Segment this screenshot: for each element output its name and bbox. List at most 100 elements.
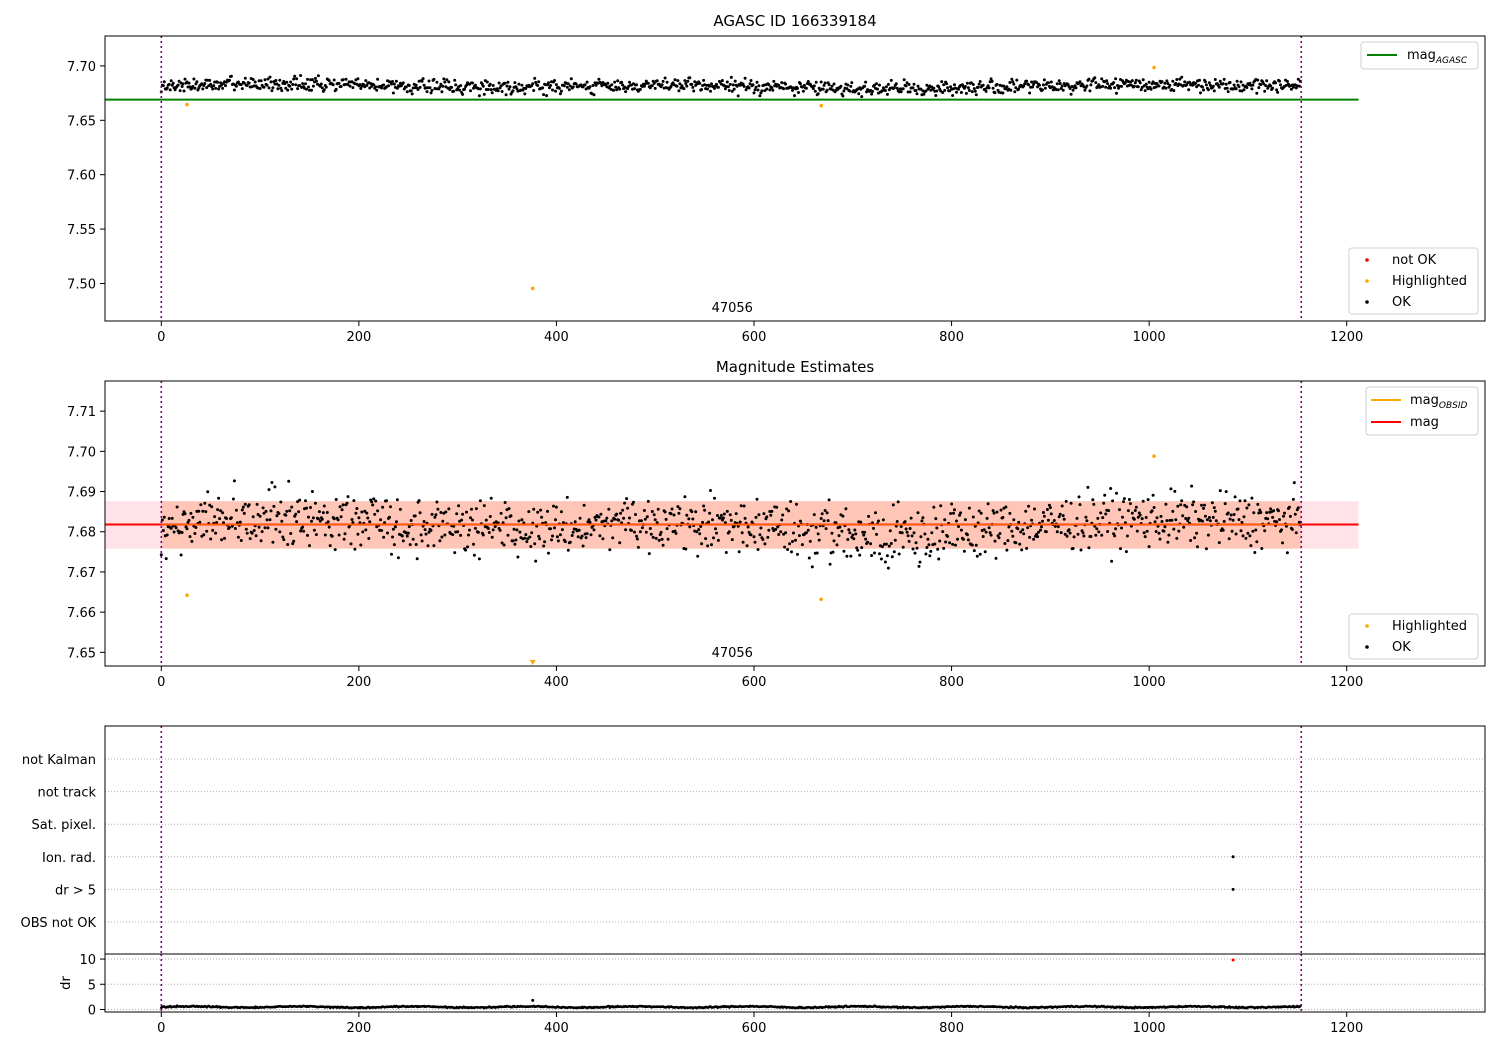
ok-point — [1128, 502, 1132, 506]
ok-point — [848, 531, 852, 535]
ok-point — [885, 92, 889, 96]
ok-point — [607, 507, 611, 511]
ok-point — [777, 533, 781, 536]
ok-point — [1110, 559, 1114, 563]
ok-point — [1173, 489, 1177, 493]
axis-ticks: 0 200 400 600 800 1000 12007.507.557.607.657.7… — [67, 60, 1363, 345]
ok-point — [706, 87, 710, 91]
ok-point — [999, 508, 1003, 512]
ok-point — [847, 528, 851, 532]
ok-point — [1113, 86, 1117, 90]
overlay-marks — [160, 726, 1303, 954]
ok-point — [1013, 90, 1017, 94]
ok-point — [592, 528, 596, 532]
ok-point — [168, 88, 172, 92]
ok-point — [426, 544, 430, 548]
ok-point — [611, 536, 615, 540]
ok-point — [783, 545, 787, 549]
ok-point — [718, 516, 722, 520]
ok-point — [242, 511, 246, 515]
ok-point — [288, 84, 292, 88]
ok-point — [748, 82, 752, 86]
ok-points — [159, 479, 1302, 570]
ok-point — [825, 88, 829, 92]
ok-point — [267, 488, 271, 492]
ok-point — [1290, 528, 1294, 531]
ok-point — [547, 81, 550, 85]
ok-point — [946, 534, 950, 538]
ok-point — [839, 84, 843, 88]
ok-point — [848, 89, 852, 93]
x-tick-label: 1200 — [1330, 330, 1363, 345]
ok-point — [425, 90, 429, 94]
ok-point — [685, 513, 689, 517]
ok-point — [970, 90, 974, 94]
ok-point — [816, 532, 820, 536]
ok-point — [766, 535, 770, 539]
ok-point — [832, 82, 836, 86]
ok-point — [560, 528, 564, 532]
ok-point — [934, 94, 938, 97]
ok-point — [481, 84, 485, 88]
ok-point — [958, 513, 961, 517]
ok-point — [1164, 502, 1168, 506]
ok-point — [254, 534, 258, 538]
ok-point — [536, 510, 540, 514]
ok-point — [360, 510, 364, 514]
ok-point — [566, 548, 570, 552]
flag-row-label: dr > 5 — [55, 883, 96, 898]
ok-point — [266, 526, 270, 530]
ok-point — [1132, 84, 1136, 88]
ok-point — [1046, 81, 1050, 85]
ok-point — [1115, 91, 1118, 95]
ok-point — [948, 541, 952, 545]
ok-point — [655, 79, 659, 83]
ok-point — [527, 510, 531, 514]
ok-point — [1049, 80, 1053, 84]
ok-point — [169, 79, 173, 83]
ok-point — [915, 92, 919, 96]
ok-point — [391, 91, 395, 95]
ok-point — [924, 89, 928, 93]
ok-point — [842, 549, 846, 553]
ok-point — [379, 518, 383, 522]
ok-point — [327, 79, 331, 83]
ok-point — [224, 84, 227, 88]
ok-point — [203, 82, 207, 85]
flag-point — [1231, 887, 1235, 891]
ok-point — [925, 546, 929, 549]
ok-point — [739, 504, 743, 508]
ok-point — [777, 83, 781, 87]
ok-point — [991, 509, 995, 513]
ok-point — [453, 551, 457, 555]
ok-point — [292, 539, 296, 543]
ok-point — [782, 87, 786, 91]
ok-point — [1241, 534, 1245, 538]
ok-point — [1094, 81, 1098, 85]
ok-point — [1100, 533, 1104, 537]
ok-point — [688, 525, 692, 529]
ok-point — [742, 504, 746, 508]
ok-point — [291, 83, 295, 86]
ok-point — [285, 509, 289, 513]
ok-point — [1125, 534, 1129, 538]
ok-point — [796, 552, 799, 556]
ok-point — [1138, 513, 1142, 517]
ok-point — [533, 76, 537, 80]
x-tick-label: 600 — [742, 330, 767, 345]
ok-point — [859, 520, 863, 524]
ok-point — [665, 80, 669, 84]
ok-point — [1017, 87, 1021, 91]
ok-point — [1165, 79, 1169, 83]
ok-point — [458, 88, 462, 92]
ok-point — [830, 531, 834, 535]
ok-point — [1200, 503, 1203, 507]
ok-point — [886, 566, 890, 570]
ok-point — [1096, 516, 1100, 520]
ok-point — [454, 83, 458, 87]
ok-point — [299, 74, 303, 77]
ok-point — [1010, 529, 1014, 533]
ok-point — [220, 538, 224, 542]
ok-point — [910, 534, 914, 538]
ok-point — [405, 90, 409, 94]
